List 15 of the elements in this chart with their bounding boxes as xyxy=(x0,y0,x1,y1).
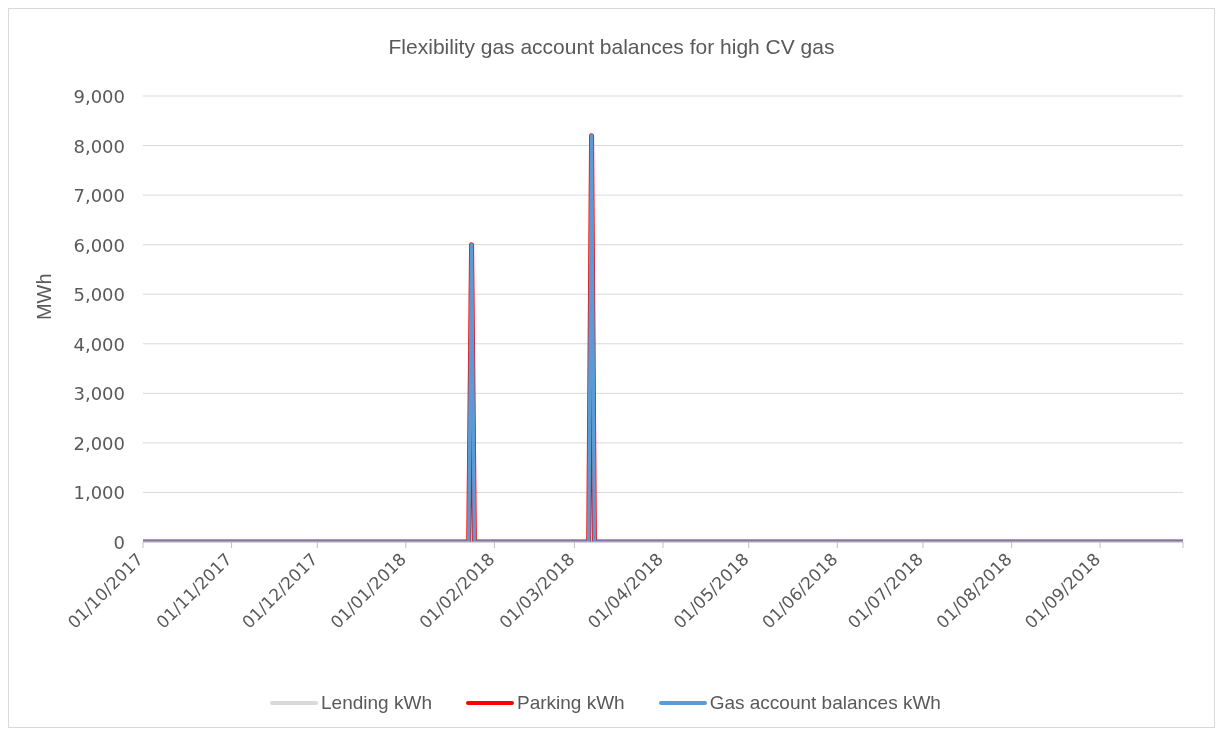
y-tick-label: 5,000 xyxy=(73,283,125,305)
y-tick-label: 2,000 xyxy=(73,432,125,454)
y-tick-label: 7,000 xyxy=(73,184,125,206)
y-tick-label: 4,000 xyxy=(73,333,125,355)
y-axis-title: MWh xyxy=(33,273,55,321)
y-tick-label: 6,000 xyxy=(73,234,125,256)
y-tick-label: 3,000 xyxy=(73,382,125,404)
y-tick-label: 9,000 xyxy=(73,85,125,107)
y-tick-label: 1,000 xyxy=(73,481,125,503)
legend-label: Parking kWh xyxy=(516,692,625,714)
legend-label: Gas account balances kWh xyxy=(709,692,941,714)
chart-title: Flexibility gas account balances for high CV gas xyxy=(387,35,836,59)
y-tick-label: 0 xyxy=(113,531,125,553)
legend-label: Lending kWh xyxy=(321,692,432,714)
y-tick-label: 8,000 xyxy=(73,135,125,157)
